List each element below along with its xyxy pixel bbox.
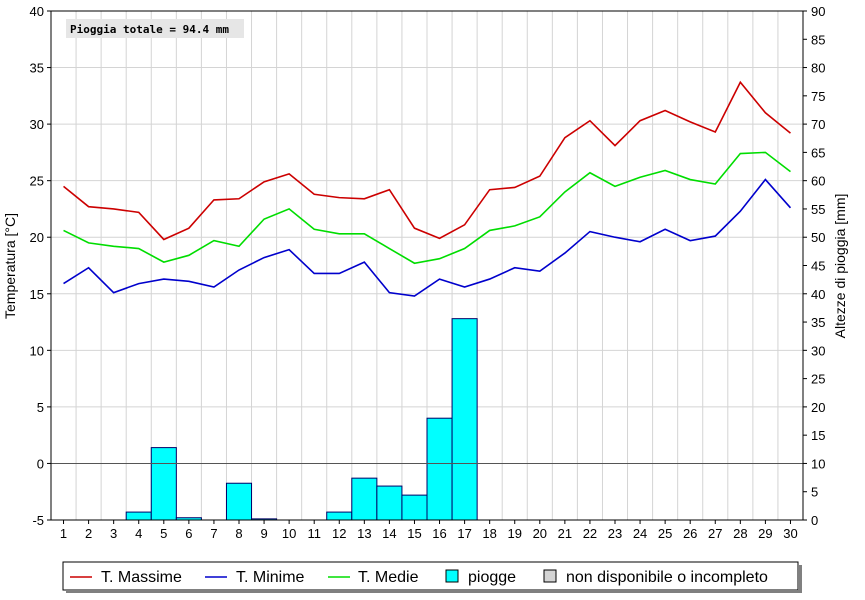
series-line-t-minime xyxy=(63,178,792,297)
y-left-tick-label: 5 xyxy=(37,400,44,415)
y-right-tick-label: 25 xyxy=(811,372,825,387)
x-tick-label: 15 xyxy=(407,526,421,541)
axis-ticks: 1 2 3 4 5 6 7 8 9 10 11 12 13 14 15 16 17 18 19 20 21 22 23 24 2… xyxy=(30,4,826,541)
legend: T. Massime T. Minime T. Medie piogge non… xyxy=(62,561,802,593)
x-tick-label: 4 xyxy=(135,526,142,541)
y-left-tick-label: 25 xyxy=(30,174,44,189)
x-tick-label: 6 xyxy=(185,526,192,541)
y-axis-right-label: Altezze di pioggia [mm] xyxy=(832,194,848,339)
x-tick-label: 13 xyxy=(357,526,371,541)
legend-item-non-disponibile: non disponibile o incompleto xyxy=(543,569,768,586)
y-left-tick-label: 40 xyxy=(30,4,44,19)
rain-bar-day-14 xyxy=(376,485,403,521)
y-right-tick-label: 30 xyxy=(811,343,825,358)
legend-box xyxy=(62,561,799,591)
x-tick-label: 9 xyxy=(260,526,267,541)
y-left-tick-label: -5 xyxy=(32,513,44,528)
y-right-tick-label: 20 xyxy=(811,400,825,415)
y-right-tick-label: 85 xyxy=(811,32,825,47)
legend-item-t-medie: T. Medie xyxy=(328,569,419,586)
x-tick-label: 8 xyxy=(235,526,242,541)
x-tick-label: 2 xyxy=(85,526,92,541)
y-right-tick-label: 70 xyxy=(811,117,825,132)
y-right-tick-label: 45 xyxy=(811,259,825,274)
y-right-tick-label: 35 xyxy=(811,315,825,330)
legend-swatch-piogge xyxy=(445,569,459,583)
x-tick-label: 3 xyxy=(110,526,117,541)
x-tick-label: 19 xyxy=(507,526,521,541)
rain-bar-day-16 xyxy=(426,417,453,521)
rain-bar-day-5 xyxy=(150,447,177,521)
x-tick-label: 30 xyxy=(783,526,797,541)
y-left-tick-label: 20 xyxy=(30,230,44,245)
x-tick-label: 18 xyxy=(482,526,496,541)
x-tick-label: 25 xyxy=(658,526,672,541)
x-tick-label: 22 xyxy=(583,526,597,541)
legend-item-piogge: piogge xyxy=(445,569,516,586)
x-tick-label: 11 xyxy=(307,526,321,541)
x-tick-label: 7 xyxy=(210,526,217,541)
y-right-tick-label: 5 xyxy=(811,485,818,500)
y-right-tick-label: 90 xyxy=(811,4,825,19)
x-tick-label: 26 xyxy=(683,526,697,541)
series-line-t-medie xyxy=(63,151,791,265)
x-tick-label: 20 xyxy=(533,526,547,541)
y-left-tick-label: 30 xyxy=(30,117,44,132)
x-tick-label: 12 xyxy=(332,526,346,541)
y-left-tick-label: 15 xyxy=(30,287,44,302)
y-right-tick-label: 50 xyxy=(811,230,825,245)
y-left-tick-label: 0 xyxy=(37,456,44,471)
annotation-box xyxy=(66,19,244,38)
x-tick-label: 27 xyxy=(708,526,722,541)
legend-swatch-non-disponibile xyxy=(543,569,557,583)
x-tick-label: 5 xyxy=(160,526,167,541)
y-right-tick-label: 80 xyxy=(811,61,825,76)
x-tick-label: 23 xyxy=(608,526,622,541)
rain-bar-day-12 xyxy=(326,511,353,521)
rain-bar-day-4 xyxy=(125,511,152,521)
y-right-tick-label: 55 xyxy=(811,202,825,217)
legend-shadow-bottom xyxy=(66,590,802,593)
series-line-t-massime xyxy=(63,80,791,241)
y-right-tick-label: 40 xyxy=(811,287,825,302)
legend-shadow-right xyxy=(798,565,802,593)
rain-bar-day-8 xyxy=(225,482,253,521)
annotation-text: Pioggia totale = 94.4 mm xyxy=(70,23,229,36)
x-tick-label: 28 xyxy=(733,526,747,541)
y-right-tick-label: 10 xyxy=(811,456,825,471)
x-tick-label: 10 xyxy=(282,526,296,541)
x-tick-label: 29 xyxy=(758,526,772,541)
legend-label-t-minime: T. Minime xyxy=(236,569,305,586)
temperature-lines xyxy=(63,80,792,297)
y-axis-left-label: Temperatura [°C] xyxy=(2,213,18,319)
legend-label-t-medie: T. Medie xyxy=(358,569,419,586)
legend-item-t-massime: T. Massime xyxy=(70,569,182,586)
y-right-tick-label: 60 xyxy=(811,174,825,189)
x-tick-label: 17 xyxy=(457,526,471,541)
y-right-tick-label: 65 xyxy=(811,145,825,160)
rain-bar-day-15 xyxy=(401,494,428,521)
x-tick-label: 14 xyxy=(382,526,396,541)
legend-label-piogge: piogge xyxy=(468,569,516,586)
x-tick-label: 24 xyxy=(633,526,647,541)
grid xyxy=(51,11,803,520)
y-left-tick-label: 10 xyxy=(30,343,44,358)
y-right-tick-label: 0 xyxy=(811,513,818,528)
legend-label-t-massime: T. Massime xyxy=(101,569,182,586)
y-left-tick-label: 35 xyxy=(30,61,44,76)
total-rain-annotation: Pioggia totale = 94.4 mm xyxy=(66,19,244,38)
legend-item-t-minime: T. Minime xyxy=(205,569,305,586)
rain-bar-day-17 xyxy=(451,318,478,521)
x-tick-label: 16 xyxy=(432,526,446,541)
y-right-tick-label: 75 xyxy=(811,89,825,104)
x-tick-label: 1 xyxy=(60,526,67,541)
rain-bar-day-13 xyxy=(351,477,378,521)
y-right-tick-label: 15 xyxy=(811,428,825,443)
legend-label-non-disponibile: non disponibile o incompleto xyxy=(566,569,768,586)
x-tick-label: 21 xyxy=(558,526,572,541)
